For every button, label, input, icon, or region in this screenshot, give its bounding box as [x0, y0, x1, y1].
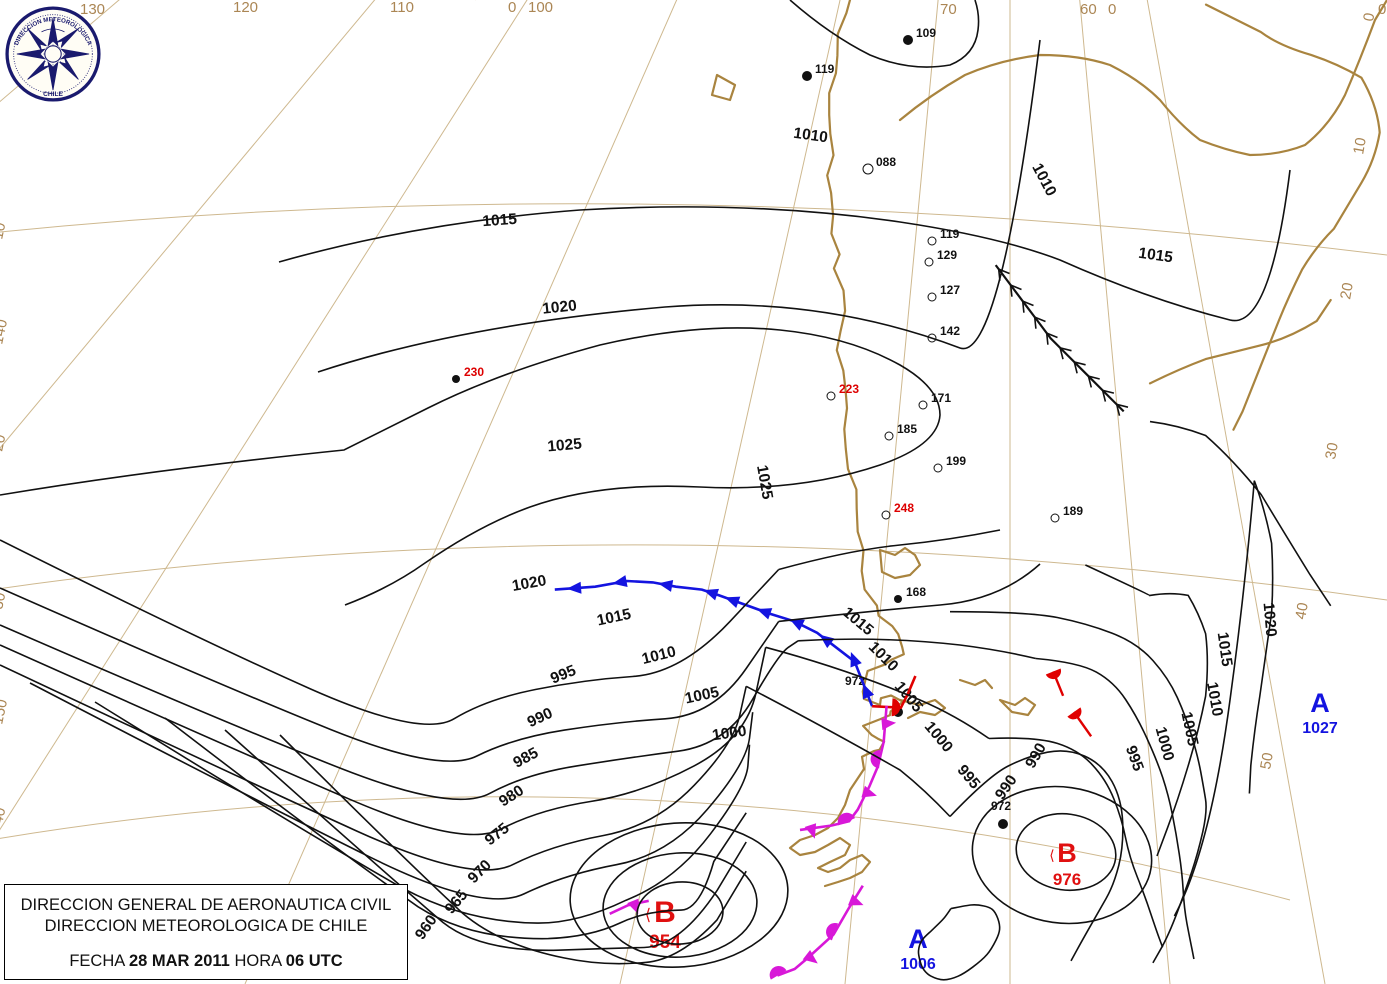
- svg-text:171: 171: [931, 391, 951, 405]
- svg-text:120: 120: [233, 0, 258, 16]
- svg-text:168: 168: [906, 585, 926, 599]
- svg-text:130: 130: [80, 1, 105, 18]
- svg-text:129: 129: [937, 248, 957, 262]
- svg-text:088: 088: [876, 155, 896, 169]
- svg-text:50: 50: [1257, 751, 1277, 770]
- svg-text:223: 223: [839, 382, 859, 396]
- svg-text:142: 142: [940, 324, 960, 338]
- svg-text:60: 60: [1080, 1, 1097, 18]
- svg-text:1020: 1020: [541, 297, 577, 318]
- svg-text:119: 119: [815, 62, 835, 76]
- svg-text:100: 100: [528, 0, 553, 16]
- svg-text:230: 230: [464, 365, 484, 379]
- svg-text:189: 189: [1063, 504, 1083, 518]
- svg-text:CHILE: CHILE: [43, 91, 63, 98]
- svg-text:1027: 1027: [1302, 720, 1338, 737]
- svg-text:110: 110: [390, 0, 414, 16]
- svg-text:0: 0: [1108, 1, 1116, 18]
- svg-text:70: 70: [940, 1, 957, 18]
- svg-text:976: 976: [1053, 870, 1081, 889]
- svg-text:199: 199: [946, 454, 966, 468]
- svg-text:109: 109: [916, 26, 936, 40]
- svg-text:127: 127: [940, 283, 960, 297]
- svg-text:40: 40: [1292, 601, 1312, 620]
- svg-text:1025: 1025: [547, 436, 583, 456]
- svg-text:248: 248: [894, 501, 914, 515]
- svg-text:⟨: ⟨: [645, 907, 651, 924]
- svg-text:0: 0: [508, 0, 516, 16]
- svg-text:30: 30: [1322, 441, 1342, 460]
- svg-text:1006: 1006: [900, 956, 936, 973]
- svg-text:10: 10: [1350, 136, 1370, 155]
- svg-text:1015: 1015: [482, 211, 518, 230]
- svg-text:B: B: [1057, 838, 1077, 868]
- svg-text:A: A: [1310, 688, 1330, 718]
- svg-text:20: 20: [1337, 281, 1357, 300]
- svg-text:185: 185: [897, 422, 917, 436]
- svg-text:⟨: ⟨: [1049, 847, 1054, 863]
